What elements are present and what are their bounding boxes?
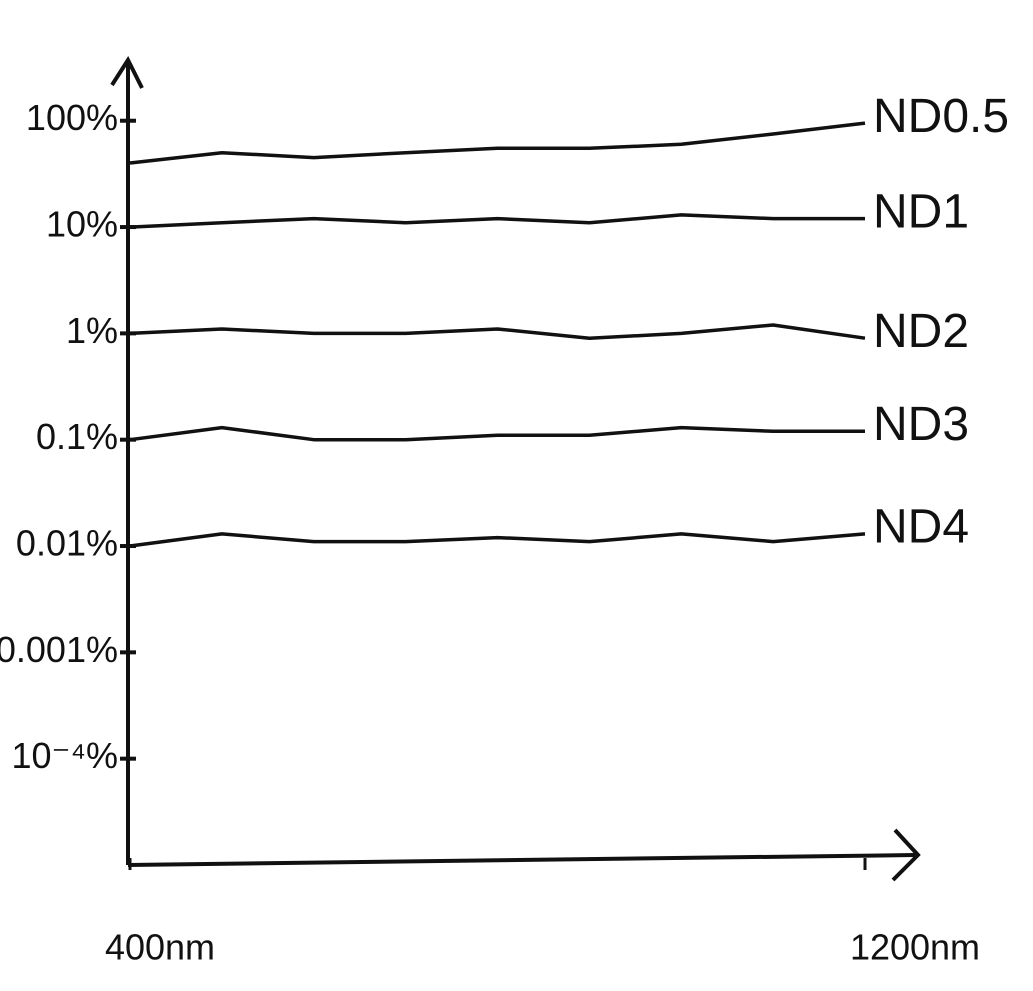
x-axis-arrow [891, 828, 921, 882]
y-tick-label: 100% [26, 97, 118, 138]
series-label: ND4 [873, 501, 969, 554]
y-axis-arrow [110, 55, 144, 89]
y-tick-label: 10% [46, 204, 118, 245]
y-tick-label: 10⁻⁴% [11, 735, 118, 776]
y-tick-label: 0.1% [36, 416, 118, 457]
series-line [129, 213, 865, 229]
x-tick-label: 1200nm [850, 927, 980, 968]
series-label: ND0.5 [873, 90, 1009, 143]
y-tick-label: 0.01% [16, 523, 118, 564]
y-tick-label: 0.001% [0, 629, 118, 670]
series-line [129, 121, 866, 165]
x-tick-label: 400nm [105, 927, 215, 968]
series-line [129, 323, 866, 340]
series-line [129, 532, 866, 548]
x-axis [127, 853, 916, 867]
y-tick-label: 1% [66, 310, 118, 351]
series-label: ND2 [873, 305, 969, 358]
series-label: ND1 [873, 185, 969, 238]
series-line [129, 425, 865, 442]
series-label: ND3 [873, 398, 969, 451]
